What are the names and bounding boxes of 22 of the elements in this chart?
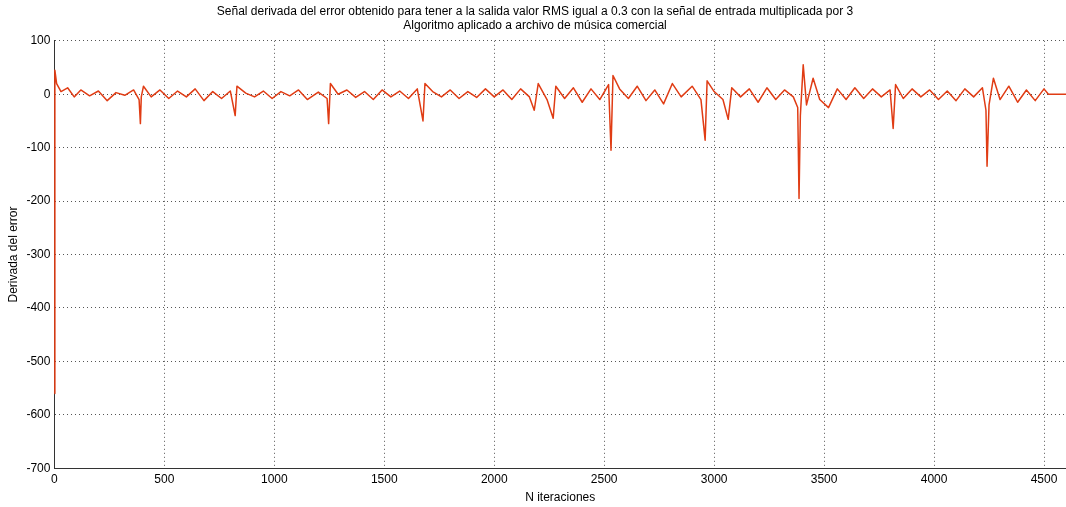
y-tick-label: 100 [30, 33, 51, 48]
chart-subtitle: Algoritmo aplicado a archivo de música comercial [403, 17, 667, 32]
x-axis-title: N iteraciones [525, 490, 596, 505]
x-tick-label: 3000 [700, 471, 728, 486]
x-tick-label: 4000 [920, 471, 948, 486]
x-tick-label: 3500 [810, 471, 838, 486]
x-tick-label: 1000 [260, 471, 288, 486]
x-tick-label: 2500 [590, 471, 618, 486]
y-tick-label: -100 [26, 139, 51, 154]
y-tick-label: -300 [26, 246, 51, 261]
chart-title: Señal derivada del error obtenido para tener a la salida valor RMS igual a 0.3 con la señal de entrada multiplicada por 3 [216, 3, 854, 18]
y-tick-label: -200 [26, 193, 51, 208]
y-tick-label: -700 [26, 460, 51, 475]
x-tick-label: 4500 [1030, 471, 1058, 486]
y-tick-label: -500 [26, 353, 51, 368]
x-tick-label: 2000 [480, 471, 508, 486]
y-tick-label: -400 [26, 300, 51, 315]
x-tick-label: 500 [154, 471, 175, 486]
x-tick-label: 1500 [370, 471, 398, 486]
y-tick-label: -600 [26, 407, 51, 422]
y-tick-label: 0 [43, 86, 51, 101]
y-axis-title: Derivada del error [5, 206, 20, 303]
